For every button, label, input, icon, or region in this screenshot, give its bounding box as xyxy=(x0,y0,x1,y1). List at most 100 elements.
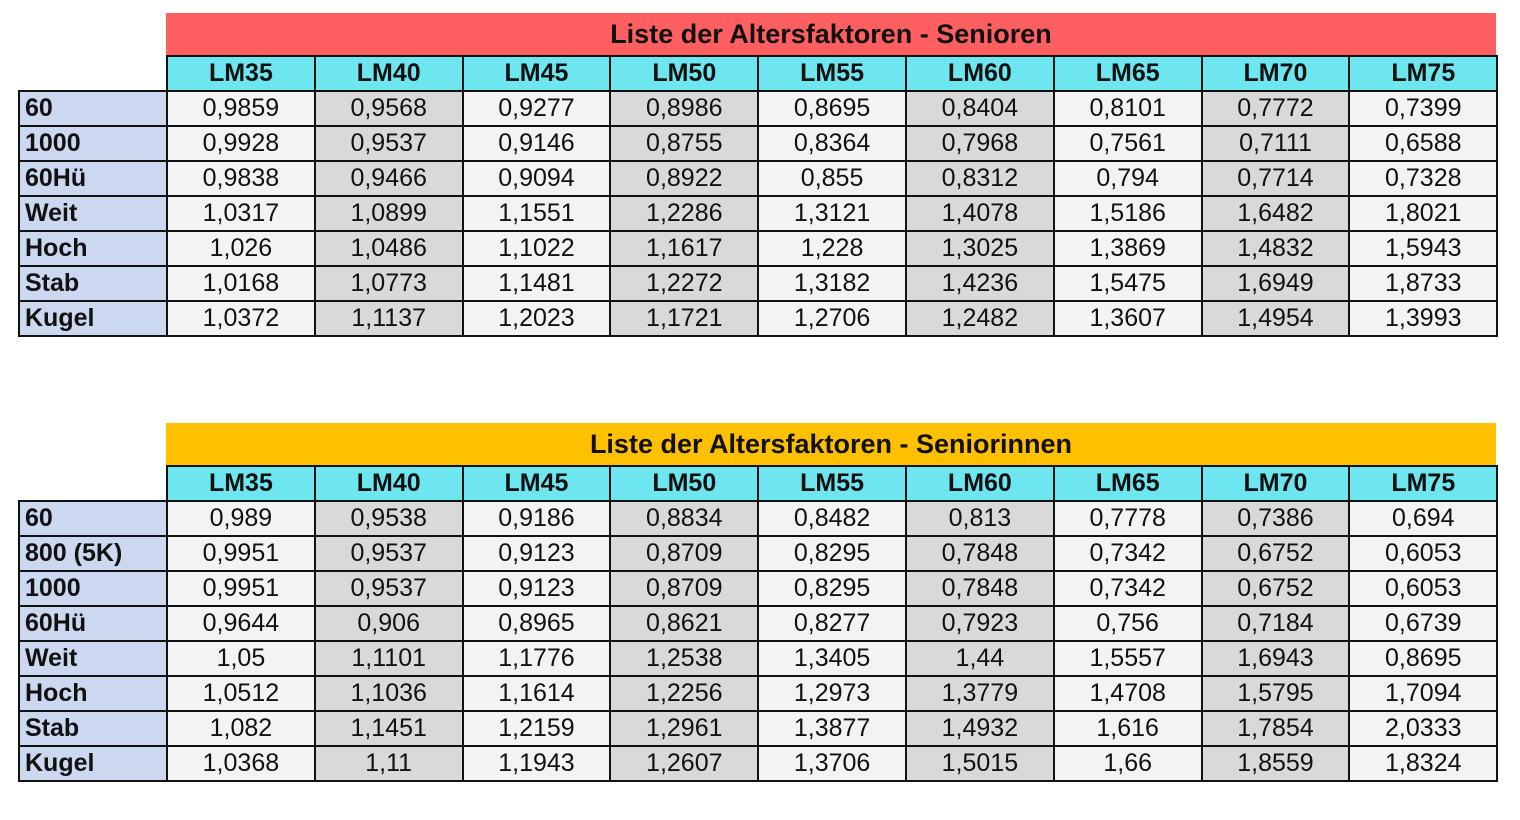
value-cell: 1,8324 xyxy=(1348,745,1499,782)
value-cell: 1,2607 xyxy=(609,745,760,782)
value-cell: 1,026 xyxy=(166,230,316,267)
table-row: Weit 1,0317 1,0899 1,1551 1,2286 1,3121 1,4078… xyxy=(18,195,1499,232)
seniorinnen-table: Liste der Altersfaktoren - Seniorinnen L… xyxy=(18,423,1499,782)
value-cell: 0,6752 xyxy=(1200,535,1351,572)
value-cell: 1,4078 xyxy=(904,195,1055,232)
seniorinnen-table-title: Liste der Altersfaktoren - Seniorinnen xyxy=(166,423,1496,465)
value-cell: 1,11 xyxy=(313,745,464,782)
table-row: 60Hü 0,9838 0,9466 0,9094 0,8922 0,855 0,8312 0… xyxy=(18,160,1499,197)
value-cell: 0,8295 xyxy=(757,570,907,607)
table-row: 60Hü 0,9644 0,906 0,8965 0,8621 0,8277 0,7923 0… xyxy=(18,605,1499,642)
value-cell: 0,7328 xyxy=(1348,160,1499,197)
value-cell: 1,2286 xyxy=(609,195,760,232)
corner-cell xyxy=(19,56,167,91)
row-label: 800 (5K) xyxy=(18,535,168,572)
value-cell: 1,2482 xyxy=(904,300,1055,337)
value-cell: 0,794 xyxy=(1052,160,1203,197)
value-cell: 1,4708 xyxy=(1052,675,1203,712)
row-label: Kugel xyxy=(18,745,168,782)
value-cell: 0,9537 xyxy=(313,570,464,607)
value-cell: 1,3405 xyxy=(757,640,907,677)
column-header: LM50 xyxy=(609,55,760,92)
column-header: LM70 xyxy=(1200,465,1351,502)
value-cell: 0,7561 xyxy=(1052,125,1203,162)
value-cell: 1,0773 xyxy=(313,265,464,302)
value-cell: 0,6053 xyxy=(1348,570,1499,607)
column-header: LM45 xyxy=(461,465,612,502)
value-cell: 1,05 xyxy=(166,640,316,677)
value-cell: 1,3993 xyxy=(1348,300,1499,337)
value-cell: 0,8834 xyxy=(609,500,760,537)
value-cell: 0,9123 xyxy=(461,535,612,572)
value-cell: 1,3779 xyxy=(904,675,1055,712)
value-cell: 0,9186 xyxy=(461,500,612,537)
value-cell: 1,1022 xyxy=(461,230,612,267)
column-header: LM45 xyxy=(461,55,612,92)
value-cell: 0,7772 xyxy=(1200,90,1351,127)
value-cell: 0,756 xyxy=(1052,605,1203,642)
row-label: 60 xyxy=(18,500,168,537)
value-cell: 1,1617 xyxy=(609,230,760,267)
value-cell: 1,1776 xyxy=(461,640,612,677)
value-cell: 0,7184 xyxy=(1200,605,1351,642)
row-label: Hoch xyxy=(18,675,168,712)
value-cell: 0,7342 xyxy=(1052,570,1203,607)
value-cell: 1,2023 xyxy=(461,300,612,337)
value-cell: 0,9466 xyxy=(313,160,464,197)
column-header: LM75 xyxy=(1348,55,1499,92)
value-cell: 0,7111 xyxy=(1200,125,1351,162)
value-cell: 0,9568 xyxy=(313,90,464,127)
value-cell: 1,3706 xyxy=(757,745,907,782)
value-cell: 0,9277 xyxy=(461,90,612,127)
table-row: Hoch 1,026 1,0486 1,1022 1,1617 1,228 1,3025 1,… xyxy=(18,230,1499,267)
value-cell: 0,6588 xyxy=(1348,125,1499,162)
value-cell: 0,8621 xyxy=(609,605,760,642)
column-header: LM35 xyxy=(166,465,316,502)
value-cell: 1,3121 xyxy=(757,195,907,232)
value-cell: 1,0899 xyxy=(313,195,464,232)
row-label: Weit xyxy=(18,640,168,677)
table-row: Stab 1,0168 1,0773 1,1481 1,2272 1,3182 1,4236… xyxy=(18,265,1499,302)
value-cell: 0,7714 xyxy=(1200,160,1351,197)
value-cell: 0,9146 xyxy=(461,125,612,162)
column-header: LM65 xyxy=(1052,55,1203,92)
column-header: LM65 xyxy=(1052,465,1203,502)
value-cell: 1,1551 xyxy=(461,195,612,232)
column-header: LM70 xyxy=(1200,55,1351,92)
value-cell: 0,7342 xyxy=(1052,535,1203,572)
seniors-table-title: Liste der Altersfaktoren - Senioren xyxy=(166,13,1496,55)
value-cell: 1,1137 xyxy=(313,300,464,337)
value-cell: 1,4954 xyxy=(1200,300,1351,337)
value-cell: 1,5186 xyxy=(1052,195,1203,232)
value-cell: 0,813 xyxy=(904,500,1055,537)
value-cell: 1,228 xyxy=(757,230,907,267)
value-cell: 0,8709 xyxy=(609,535,760,572)
row-label: Weit xyxy=(18,195,168,232)
value-cell: 0,855 xyxy=(757,160,907,197)
value-cell: 1,0368 xyxy=(166,745,316,782)
table-row: Kugel 1,0372 1,1137 1,2023 1,1721 1,2706 1,248… xyxy=(18,300,1499,337)
value-cell: 1,44 xyxy=(904,640,1055,677)
value-cell: 1,0372 xyxy=(166,300,316,337)
column-header: LM60 xyxy=(904,55,1055,92)
value-cell: 1,3877 xyxy=(757,710,907,747)
value-cell: 0,9928 xyxy=(166,125,316,162)
table-row: 60 0,989 0,9538 0,9186 0,8834 0,8482 0,813 0,77… xyxy=(18,500,1499,537)
value-cell: 1,2538 xyxy=(609,640,760,677)
value-cell: 1,1721 xyxy=(609,300,760,337)
row-label: Stab xyxy=(18,265,168,302)
value-cell: 0,8695 xyxy=(757,90,907,127)
table-row: 60 0,9859 0,9568 0,9277 0,8986 0,8695 0,8404 0,… xyxy=(18,90,1499,127)
value-cell: 1,7094 xyxy=(1348,675,1499,712)
header-row: LM35 LM40 LM45 LM50 LM55 LM60 LM65 LM70 LM75 xyxy=(19,465,1499,502)
value-cell: 0,8404 xyxy=(904,90,1055,127)
row-label: 60Hü xyxy=(18,160,168,197)
value-cell: 1,0168 xyxy=(166,265,316,302)
value-cell: 1,616 xyxy=(1052,710,1203,747)
value-cell: 0,8695 xyxy=(1348,640,1499,677)
value-cell: 1,0512 xyxy=(166,675,316,712)
table-row: Hoch 1,0512 1,1036 1,1614 1,2256 1,2973 1,3779… xyxy=(18,675,1499,712)
column-header: LM50 xyxy=(609,465,760,502)
value-cell: 0,9951 xyxy=(166,570,316,607)
value-cell: 0,6053 xyxy=(1348,535,1499,572)
